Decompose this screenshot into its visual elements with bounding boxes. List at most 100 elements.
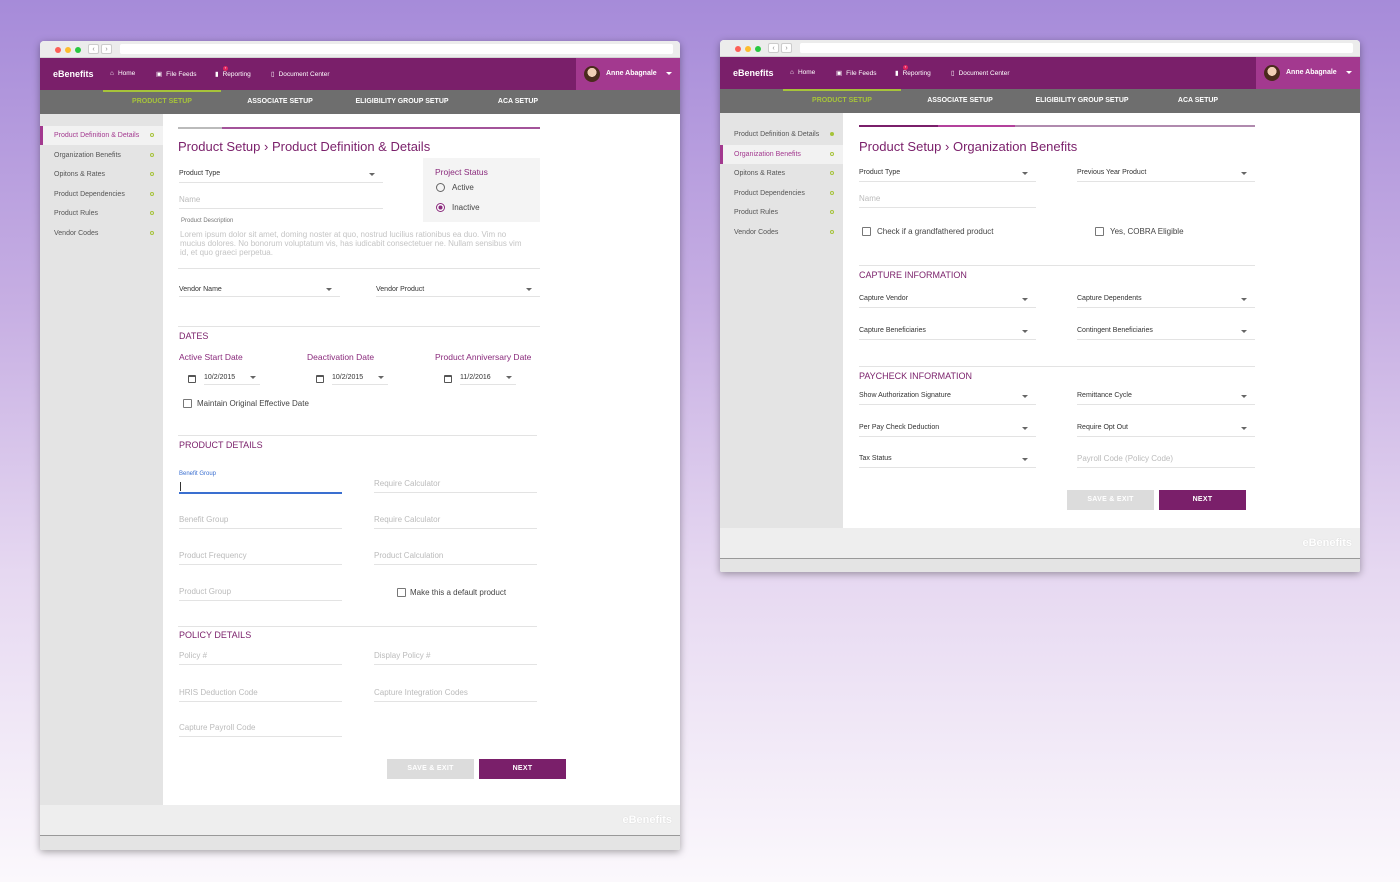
tab-product-setup[interactable]: PRODUCT SETUP [132,98,192,105]
progress-step-1 [859,125,938,127]
nav-home[interactable]: ⌂ Home [110,70,136,77]
sidebar-item-vendor-codes[interactable]: Vendor Codes [720,223,843,242]
back-button[interactable]: ‹ [768,43,779,53]
name-input[interactable]: Name [179,192,383,209]
vendor-name-select[interactable]: Vendor Name [179,283,340,297]
save-exit-button[interactable]: SAVE & EXIT [1067,490,1154,510]
field-label: 10/2/2015 [204,374,236,381]
hris-deduction-code-input[interactable]: HRIS Deduction Code [179,685,342,702]
tab-associate-setup[interactable]: ASSOCIATE SETUP [247,98,313,105]
sidebar-item-product-rules[interactable]: Product Rules [40,204,163,223]
vendor-product-select[interactable]: Vendor Product [376,283,540,297]
grandfathered-checkbox[interactable] [862,227,871,236]
nav-document-center[interactable]: ▯ Document Center [951,69,1010,78]
back-button[interactable]: ‹ [88,44,99,54]
calendar-icon[interactable] [188,375,196,383]
minimize-window-button[interactable] [745,46,751,52]
page-title: Product Setup › Product Definition & Det… [178,139,431,154]
grandfathered-label: Check if a grandfathered product [877,227,994,236]
sidebar-item-organization-benefits[interactable]: Organization Benefits [720,145,843,164]
product-type-select[interactable]: Product Type [179,166,383,183]
sidebar-item-product-dependencies[interactable]: Product Dependencies [40,185,163,204]
nav-file-feeds[interactable]: ▣ File Feeds [836,69,877,78]
radio-inactive[interactable] [436,203,445,212]
product-calculation-input[interactable]: Product Calculation [374,548,537,565]
save-exit-button[interactable]: SAVE & EXIT [387,759,474,779]
per-pay-check-deduction-select[interactable]: Per Pay Check Deduction [859,420,1036,437]
user-name: Anne Abagnale [606,70,657,77]
benefit-group-input[interactable]: Benefit Group [179,512,342,529]
app-logo[interactable]: eBenefits [53,69,94,79]
tab-aca-setup[interactable]: ACA SETUP [497,98,539,105]
sidebar-item-product-definition[interactable]: Product Definition & Details [40,126,163,145]
product-frequency-input[interactable]: Product Frequency [179,548,342,565]
default-product-checkbox[interactable] [397,588,406,597]
maximize-window-button[interactable] [75,47,81,53]
sidebar-item-product-dependencies[interactable]: Product Dependencies [720,184,843,203]
deactivation-date-picker[interactable]: 10/2/2015 [332,371,388,385]
payroll-code-input[interactable]: Payroll Code (Policy Code) [1077,451,1255,468]
calendar-icon[interactable] [316,375,324,383]
capture-payroll-code-input[interactable]: Capture Payroll Code [179,720,342,737]
capture-beneficiaries-select[interactable]: Capture Beneficiaries [859,323,1036,340]
divider [859,366,1255,367]
capture-dependents-select[interactable]: Capture Dependents [1077,291,1255,308]
tab-aca-setup[interactable]: ACA SETUP [1177,97,1219,104]
cobra-checkbox[interactable] [1095,227,1104,236]
user-menu[interactable]: Anne Abagnale [1256,57,1360,89]
anniversary-date-picker[interactable]: 11/2/2016 [460,371,516,385]
address-bar[interactable] [800,43,1353,53]
tax-status-select[interactable]: Tax Status [859,451,1036,468]
close-window-button[interactable] [735,46,741,52]
require-calculator-input-2[interactable]: Require Calculator [374,512,537,529]
nav-reporting[interactable]: ▮ Reporting [895,69,931,78]
capture-integration-codes-input[interactable]: Capture Integration Codes [374,685,537,702]
product-description-textarea[interactable]: Lorem ipsum dolor sit amet, doming noste… [180,230,522,257]
dropdown-arrow-icon [506,376,512,379]
maximize-window-button[interactable] [755,46,761,52]
require-opt-out-select[interactable]: Require Opt Out [1077,420,1255,437]
address-bar[interactable] [120,44,673,54]
forward-button[interactable]: › [101,44,112,54]
sidebar-item-product-rules[interactable]: Product Rules [720,203,843,222]
calendar-icon[interactable] [444,375,452,383]
tab-associate-setup[interactable]: ASSOCIATE SETUP [927,97,993,104]
product-type-select[interactable]: Product Type [859,165,1036,182]
tab-product-setup[interactable]: PRODUCT SETUP [812,97,872,104]
close-window-button[interactable] [55,47,61,53]
dropdown-arrow-icon [1022,427,1028,430]
capture-vendor-select[interactable]: Capture Vendor [859,291,1036,308]
nav-file-feeds[interactable]: ▣ File Feeds [156,70,197,79]
dropdown-arrow-icon [1022,395,1028,398]
tab-eligibility-group-setup[interactable]: ELIGIBILITY GROUP SETUP [1035,97,1129,104]
nav-home[interactable]: ⌂ Home [790,69,816,76]
active-start-date-picker[interactable]: 10/2/2015 [204,371,260,385]
sidebar-item-product-definition[interactable]: Product Definition & Details [720,125,843,144]
benefit-group-input-focused[interactable] [179,480,342,494]
next-button[interactable]: NEXT [1159,490,1246,510]
product-group-input[interactable]: Product Group [179,584,342,601]
tab-eligibility-group-setup[interactable]: ELIGIBILITY GROUP SETUP [355,98,449,105]
radio-active[interactable] [436,183,445,192]
maintain-date-checkbox[interactable] [183,399,192,408]
forward-button[interactable]: › [781,43,792,53]
minimize-window-button[interactable] [65,47,71,53]
next-button[interactable]: NEXT [479,759,566,779]
display-policy-input[interactable]: Display Policy # [374,648,537,665]
nav-document-center[interactable]: ▯ Document Center [271,70,330,79]
sidebar-item-options-rates[interactable]: Opitons & Rates [40,165,163,184]
previous-year-product-select[interactable]: Previous Year Product [1077,165,1255,182]
require-calculator-input[interactable]: Require Calculator [374,476,537,493]
show-authorization-signature-select[interactable]: Show Authorization Signature [859,388,1036,405]
name-input[interactable]: Name [859,191,1036,208]
policy-number-input[interactable]: Policy # [179,648,342,665]
app-logo[interactable]: eBenefits [733,68,774,78]
active-tab-indicator [103,90,221,92]
sidebar-item-options-rates[interactable]: Opitons & Rates [720,164,843,183]
user-menu[interactable]: Anne Abagnale [576,58,680,90]
sidebar-item-organization-benefits[interactable]: Organization Benefits [40,146,163,165]
nav-reporting[interactable]: ▮ Reporting [215,70,251,79]
contingent-beneficiaries-select[interactable]: Contingent Beneficiaries [1077,323,1255,340]
remittance-cycle-select[interactable]: Remittance Cycle [1077,388,1255,405]
sidebar-item-vendor-codes[interactable]: Vendor Codes [40,224,163,243]
